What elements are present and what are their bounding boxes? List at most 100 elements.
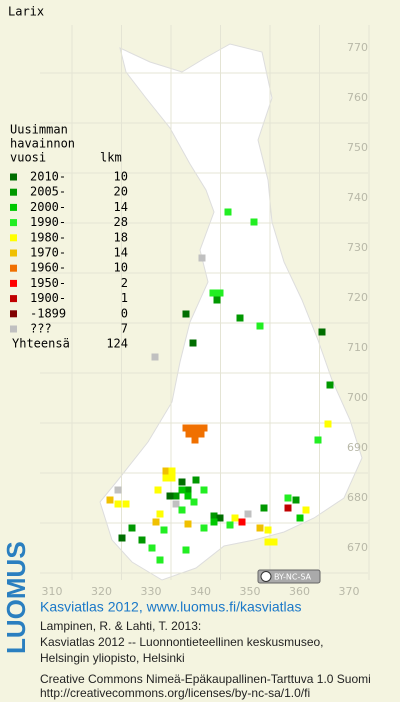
record-dot <box>152 518 160 526</box>
legend-swatch <box>10 219 17 227</box>
y-grid-label: 710 <box>347 341 368 354</box>
record-dot <box>191 436 199 444</box>
legend-label: -1899 <box>30 306 66 320</box>
y-grid-label: 730 <box>347 241 368 254</box>
legend-heading: vuosi <box>10 151 46 165</box>
record-dot <box>216 514 224 522</box>
legend-count: 14 <box>114 200 128 214</box>
record-dot <box>236 314 244 322</box>
record-dot <box>166 492 174 500</box>
legend-label: 1980- <box>30 230 66 244</box>
legend-label: 2000- <box>30 200 66 214</box>
legend-swatch <box>10 173 17 181</box>
species-title: Larix <box>8 5 44 19</box>
legend-count: 2 <box>121 276 128 290</box>
record-dot <box>184 492 192 500</box>
record-dot <box>194 424 202 432</box>
x-grid-label: 370 <box>339 585 360 598</box>
record-dot <box>182 424 190 432</box>
citation-line: Helsingin yliopisto, Helsinki <box>40 651 185 665</box>
record-dot <box>184 486 192 494</box>
citation-line: Kasviatlas 2012 -- Luonnontieteellinen k… <box>40 635 324 649</box>
record-dot <box>182 546 190 554</box>
y-grid-label: 690 <box>347 441 368 454</box>
record-dot <box>197 430 205 438</box>
record-dot <box>264 538 272 546</box>
y-grid-label: 720 <box>347 291 368 304</box>
record-dot <box>324 420 332 428</box>
record-dot <box>178 478 186 486</box>
record-dot <box>318 328 326 336</box>
record-dot <box>156 510 164 518</box>
records <box>106 208 334 564</box>
record-dot <box>172 500 180 508</box>
legend-count: 10 <box>114 170 128 184</box>
legend-label: 1960- <box>30 261 66 275</box>
x-grid-label: 320 <box>91 585 112 598</box>
license-line: http://creativecommons.org/licenses/by-n… <box>40 686 310 700</box>
license-line: Creative Commons Nimeä-Epäkaupallinen-Ta… <box>40 672 371 686</box>
record-dot <box>178 506 186 514</box>
record-dot <box>156 556 164 564</box>
legend-swatch <box>10 188 17 196</box>
record-dot <box>326 381 334 389</box>
legend-heading: havainnon <box>10 137 75 151</box>
legend-count: 1 <box>121 291 128 305</box>
legend-count: 14 <box>114 246 128 260</box>
record-dot <box>209 289 217 297</box>
legend-count: 18 <box>114 230 128 244</box>
record-dot <box>284 494 292 502</box>
record-dot <box>200 424 208 432</box>
record-dot <box>238 518 246 526</box>
legend-count: 28 <box>114 215 128 229</box>
legend-count: 20 <box>114 185 128 199</box>
record-dot <box>213 296 221 304</box>
record-dot <box>284 504 292 512</box>
record-dot <box>122 500 130 508</box>
record-dot <box>216 289 224 297</box>
record-dot <box>210 518 218 526</box>
legend-count: 10 <box>114 261 128 275</box>
record-dot <box>162 467 170 475</box>
record-dot <box>190 498 198 506</box>
legend-label: 1970- <box>30 246 66 260</box>
legend-swatch <box>10 325 17 333</box>
record-dot <box>191 430 199 438</box>
record-dot <box>244 510 252 518</box>
legend-swatch <box>10 203 17 211</box>
record-dot <box>189 339 197 347</box>
legend-count: 0 <box>121 306 128 320</box>
record-dot <box>128 524 136 532</box>
record-dot <box>292 496 300 504</box>
record-dot <box>270 538 278 546</box>
legend-swatch <box>10 249 17 257</box>
legend-label: 2005- <box>30 185 66 199</box>
x-grid-label: 330 <box>141 585 162 598</box>
record-dot <box>314 436 322 444</box>
record-dot <box>178 486 186 494</box>
record-dot <box>260 504 268 512</box>
record-dot <box>168 467 176 475</box>
luomus-logo: LUOMUS <box>1 541 31 654</box>
y-grid-label: 670 <box>347 541 368 554</box>
legend-swatch <box>10 310 17 318</box>
x-grid-label: 350 <box>240 585 261 598</box>
x-grid-label: 340 <box>190 585 211 598</box>
x-grid-label: 310 <box>42 585 63 598</box>
y-grid-label: 770 <box>347 41 368 54</box>
record-dot <box>226 521 234 529</box>
record-dot <box>200 486 208 494</box>
atlas-link[interactable]: Kasviatlas 2012, www.luomus.fi/kasviatla… <box>40 599 301 615</box>
record-dot <box>160 526 168 534</box>
legend-swatch <box>10 264 17 272</box>
y-grid-label: 700 <box>347 391 368 404</box>
record-dot <box>256 524 264 532</box>
legend-total-label: Yhteensä <box>12 337 70 351</box>
y-grid-label: 760 <box>347 91 368 104</box>
legend-total: 124 <box>106 337 128 351</box>
record-dot <box>182 310 190 318</box>
record-dot <box>114 500 122 508</box>
record-dot <box>302 506 310 514</box>
